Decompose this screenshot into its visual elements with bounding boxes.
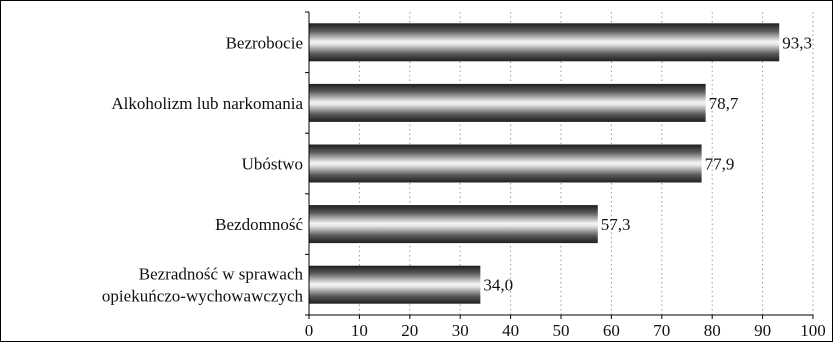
value-label-4: 34,0 bbox=[483, 276, 513, 295]
value-label-0: 93,3 bbox=[782, 33, 812, 52]
category-label-4: Bezradność w sprawach opiekuńczo-wychowaw… bbox=[102, 265, 304, 306]
x-tick-label-10: 10 bbox=[351, 321, 368, 340]
category-label-0: Bezrobocie bbox=[226, 33, 303, 52]
category-label-line: Alkoholizm lub narkomania bbox=[111, 94, 303, 113]
category-label-line: opiekuńczo-wychowawczych bbox=[102, 287, 304, 306]
bar-1 bbox=[309, 83, 706, 122]
bar-3 bbox=[309, 205, 598, 244]
grid-lines bbox=[358, 12, 814, 315]
x-tick-label-100: 100 bbox=[800, 321, 826, 340]
x-tick-label-70: 70 bbox=[653, 321, 670, 340]
value-label-3: 57,3 bbox=[601, 215, 631, 234]
axis: 0 10 20 30 40 50 60 70 80 90 100 bbox=[305, 11, 826, 340]
category-label-line: Bezdomność bbox=[215, 215, 303, 234]
bar-2 bbox=[309, 144, 702, 183]
x-tick-label-0: 0 bbox=[305, 321, 314, 340]
x-tick-label-80: 80 bbox=[704, 321, 721, 340]
category-label-3: Bezdomność bbox=[215, 215, 303, 234]
value-label-1: 78,7 bbox=[709, 94, 739, 113]
x-tick-label-90: 90 bbox=[754, 321, 771, 340]
x-tick-label-60: 60 bbox=[603, 321, 620, 340]
value-label-2: 77,9 bbox=[705, 155, 735, 174]
category-label-line: Ubóstwo bbox=[242, 155, 303, 174]
bars bbox=[309, 23, 780, 304]
category-label-line: Bezradność w sprawach bbox=[139, 265, 304, 284]
category-label-1: Alkoholizm lub narkomania bbox=[111, 94, 303, 113]
x-tick-label-50: 50 bbox=[553, 321, 570, 340]
category-label-2: Ubóstwo bbox=[242, 155, 303, 174]
category-label-line: Bezrobocie bbox=[226, 33, 303, 52]
x-tick-label-40: 40 bbox=[502, 321, 519, 340]
labels: 93,3 Bezrobocie 78,7 Alkoholizm lub narkoma… bbox=[102, 33, 812, 305]
x-tick-label-30: 30 bbox=[452, 321, 469, 340]
x-tick-label-20: 20 bbox=[401, 321, 418, 340]
bar-4 bbox=[309, 265, 481, 304]
bar-0 bbox=[309, 23, 780, 62]
